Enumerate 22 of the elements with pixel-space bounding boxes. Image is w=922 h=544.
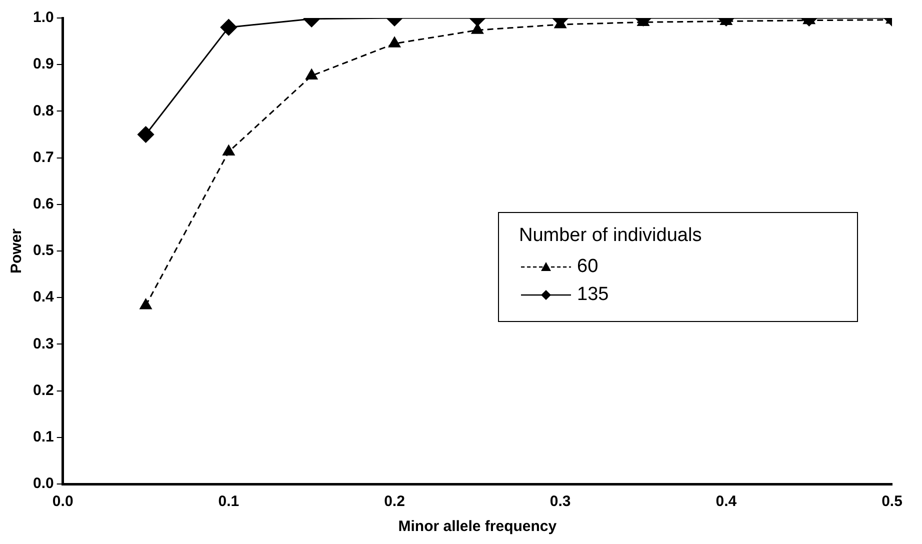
y-tick-label: 0.4 [32,288,54,306]
y-tick-label: 1.0 [32,9,54,26]
x-tick-label: 0.3 [550,493,571,510]
x-tick-label: 0.1 [218,493,240,510]
y-tick-label: 0.3 [32,335,54,352]
y-tick-label: 0.5 [32,242,54,260]
y-tick-label: 0.6 [32,196,54,213]
x-tick-label: 0.4 [716,493,738,510]
y-axis-title: Power [8,228,26,274]
y-tick-label: 0.8 [32,102,54,120]
y-tick-label: 0.7 [32,148,54,166]
x-axis-title: Minor allele frequency [398,518,558,536]
x-tick-label: 0.2 [384,493,405,510]
legend-label: 135 [577,284,609,306]
y-tick-label: 0.9 [32,56,54,73]
y-tick-label: 0.2 [32,382,54,399]
x-tick-label: 0.0 [52,493,74,510]
legend-label: 60 [577,256,598,278]
x-tick-label: 0.5 [882,493,902,510]
y-tick-label: 0.0 [32,475,54,492]
legend-title: Number of individuals [519,225,703,247]
y-tick-label: 0.1 [32,428,54,446]
